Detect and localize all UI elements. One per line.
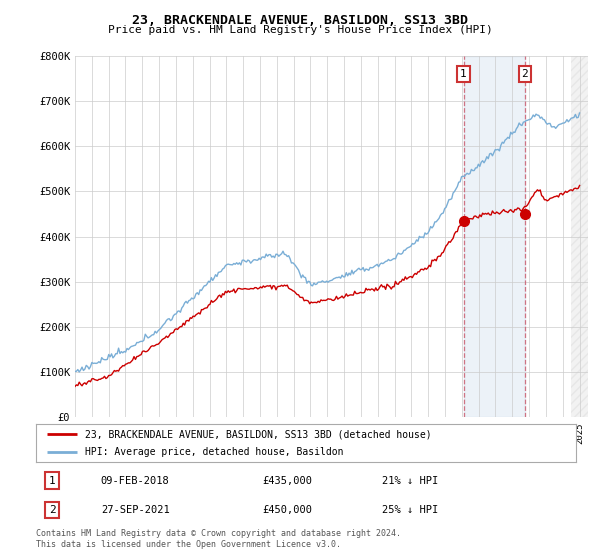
Text: 1: 1	[460, 69, 467, 79]
Text: 27-SEP-2021: 27-SEP-2021	[101, 505, 170, 515]
Text: £435,000: £435,000	[263, 475, 313, 486]
Bar	[464, 56, 525, 417]
Text: 2: 2	[49, 505, 56, 515]
Text: Price paid vs. HM Land Registry's House Price Index (HPI): Price paid vs. HM Land Registry's House …	[107, 25, 493, 35]
Text: 25% ↓ HPI: 25% ↓ HPI	[382, 505, 438, 515]
Text: HPI: Average price, detached house, Basildon: HPI: Average price, detached house, Basi…	[85, 447, 343, 457]
Text: 09-FEB-2018: 09-FEB-2018	[101, 475, 170, 486]
Text: 23, BRACKENDALE AVENUE, BASILDON, SS13 3BD: 23, BRACKENDALE AVENUE, BASILDON, SS13 3…	[132, 14, 468, 27]
Text: £450,000: £450,000	[263, 505, 313, 515]
Text: 23, BRACKENDALE AVENUE, BASILDON, SS13 3BD (detached house): 23, BRACKENDALE AVENUE, BASILDON, SS13 3…	[85, 429, 431, 439]
Text: 2: 2	[521, 69, 529, 79]
Text: 21% ↓ HPI: 21% ↓ HPI	[382, 475, 438, 486]
Text: 1: 1	[49, 475, 56, 486]
Bar	[571, 56, 588, 417]
Text: Contains HM Land Registry data © Crown copyright and database right 2024.
This d: Contains HM Land Registry data © Crown c…	[36, 529, 401, 549]
